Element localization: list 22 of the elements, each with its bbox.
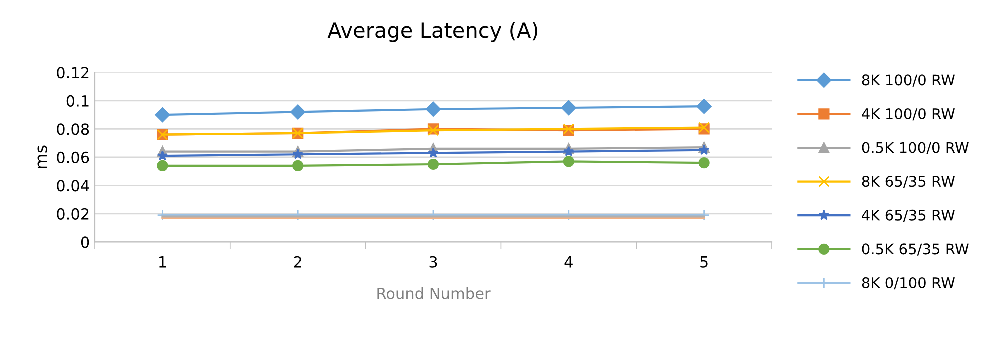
legend-label: 8K 100/0 RW — [862, 74, 956, 87]
y-tick-label: 0.12 — [57, 67, 89, 79]
legend-label: 0.5K 65/35 RW — [862, 244, 969, 256]
x-tick-label: 5 — [700, 256, 708, 268]
y-axis-title: ms — [38, 146, 48, 168]
chart-title: Average Latency (A) — [328, 22, 538, 42]
x-tick-label: 1 — [160, 256, 166, 268]
y-tick-label: 0.06 — [57, 152, 90, 164]
legend-label: 4K 65/35 RW — [862, 210, 956, 222]
y-tick-label: 0.02 — [57, 208, 89, 220]
y-tick-label: 0.04 — [57, 180, 90, 192]
legend-label: 8K 0/100 RW — [862, 277, 956, 290]
y-tick-label: 0.1 — [66, 95, 89, 107]
x-tick-label: 4 — [564, 256, 573, 268]
y-tick-label: 0 — [81, 236, 90, 248]
x-tick-label: 2 — [294, 256, 302, 268]
legend-label: 8K 65/35 RW — [862, 176, 956, 188]
y-tick-label: 0.08 — [57, 124, 90, 136]
legend-label: 0.5K 100/0 RW — [862, 142, 969, 154]
legend-label: 4K 100/0 RW — [862, 108, 956, 121]
x-axis-title: Round Number — [378, 288, 491, 300]
x-tick-label: 3 — [430, 256, 438, 268]
